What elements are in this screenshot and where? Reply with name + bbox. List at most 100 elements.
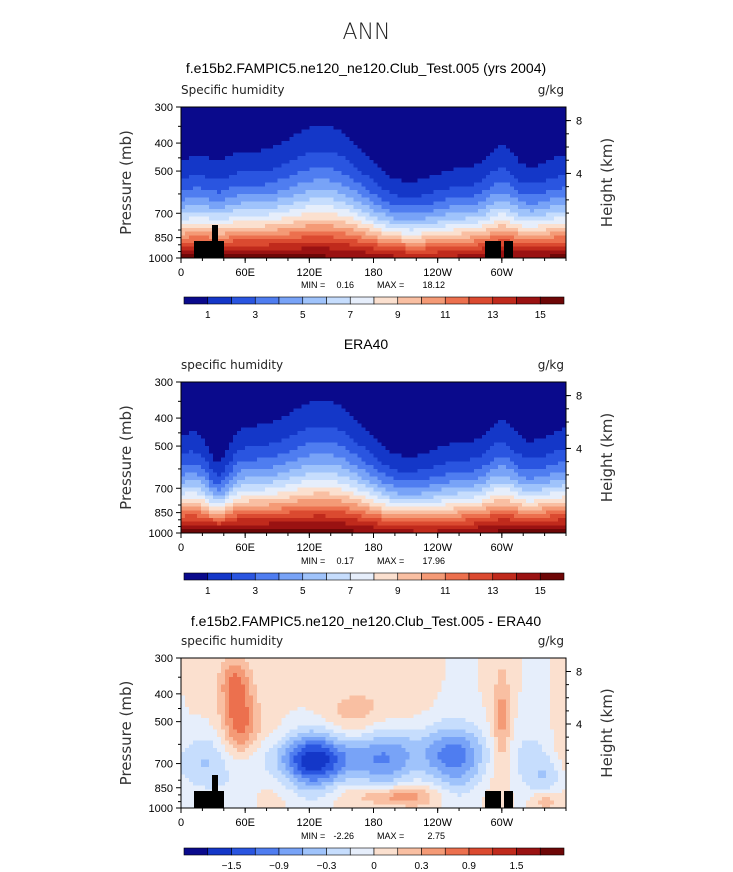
field-cell: [281, 114, 286, 119]
field-cell: [273, 389, 278, 394]
field-cell: [301, 156, 306, 161]
field-cell: [421, 167, 427, 172]
field-cell: [505, 140, 511, 146]
field-cell: [241, 242, 246, 248]
field-cell: [409, 201, 415, 206]
field-cell: [389, 144, 395, 150]
field-cell: [185, 250, 190, 255]
field-cell: [473, 182, 479, 187]
field-cell: [393, 212, 399, 218]
field-cell: [273, 133, 278, 138]
field-cell: [465, 186, 471, 191]
field-cell: [293, 137, 298, 142]
field-cell: [209, 385, 214, 391]
field-cell: [357, 220, 363, 225]
field-cell: [293, 393, 298, 398]
field-cell: [449, 201, 455, 206]
field-cell: [205, 114, 210, 119]
field-cell: [281, 159, 286, 165]
field-cell: [225, 148, 230, 153]
field-cell: [509, 389, 515, 394]
field-cell: [189, 201, 194, 206]
field-cell: [425, 156, 431, 161]
field-cell: [197, 178, 202, 184]
field-cell: [465, 250, 471, 255]
field-cell: [189, 419, 194, 425]
field-cell: [421, 152, 427, 157]
field-cell: [553, 404, 559, 410]
field-cell: [453, 382, 459, 387]
field-cell: [209, 140, 214, 146]
field-cell: [229, 167, 234, 172]
field-cell: [265, 167, 270, 172]
field-cell: [305, 140, 310, 146]
field-cell: [185, 419, 190, 425]
field-cell: [225, 393, 230, 398]
field-cell: [521, 137, 527, 142]
field-cell: [257, 193, 262, 199]
field-cell: [289, 389, 294, 394]
field-cell: [553, 235, 559, 240]
field-cell: [557, 148, 563, 153]
field-cell: [517, 186, 523, 191]
field-cell: [281, 382, 286, 387]
field-cell: [553, 224, 559, 229]
field-cell: [473, 193, 479, 199]
field-cell: [393, 250, 399, 255]
field-cell: [453, 167, 459, 172]
field-cell: [541, 382, 547, 387]
field-cell: [309, 408, 314, 413]
field-cell: [541, 118, 547, 123]
field-cell: [397, 167, 403, 172]
field-cell: [317, 148, 322, 153]
field-cell: [249, 220, 254, 225]
field-cell: [505, 220, 511, 225]
field-cell: [341, 133, 347, 138]
field-cell: [381, 163, 387, 169]
field-cell: [237, 140, 242, 146]
field-cell: [277, 137, 282, 142]
field-cell: [237, 393, 242, 398]
field-cell: [477, 216, 483, 221]
field-cell: [549, 186, 555, 191]
field-cell: [193, 140, 198, 146]
field-cell: [265, 250, 270, 255]
field-cell: [305, 235, 310, 240]
field-cell: [289, 137, 294, 142]
field-cell: [389, 178, 395, 184]
field-cell: [305, 152, 310, 157]
field-cell: [341, 193, 347, 199]
field-cell: [545, 159, 551, 165]
field-cell: [301, 197, 306, 202]
field-cell: [517, 235, 523, 240]
field-cell: [429, 137, 435, 142]
field-cell: [277, 389, 282, 394]
field-cell: [397, 144, 403, 150]
field-cell: [437, 110, 443, 116]
field-cell: [389, 114, 395, 119]
field-cell: [297, 404, 302, 410]
field-cell: [241, 220, 246, 225]
field-cell: [417, 212, 423, 218]
field-cell: [457, 208, 463, 214]
field-cell: [373, 224, 379, 229]
field-cell: [429, 129, 435, 135]
field-cell: [357, 208, 363, 214]
field-cell: [365, 167, 371, 172]
field-cell: [369, 171, 375, 176]
field-cell: [469, 182, 475, 187]
field-cell: [493, 389, 499, 394]
field-cell: [301, 216, 306, 221]
field-cell: [229, 239, 234, 244]
field-cell: [441, 208, 447, 214]
field-cell: [437, 201, 443, 206]
field-cell: [333, 193, 339, 199]
field-cell: [245, 385, 250, 391]
field-cell: [533, 125, 539, 131]
field-cell: [201, 129, 206, 135]
field-cell: [349, 224, 355, 229]
field-cell: [285, 118, 290, 123]
field-cell: [397, 156, 403, 161]
field-cell: [353, 397, 359, 402]
field-cell: [245, 393, 250, 398]
